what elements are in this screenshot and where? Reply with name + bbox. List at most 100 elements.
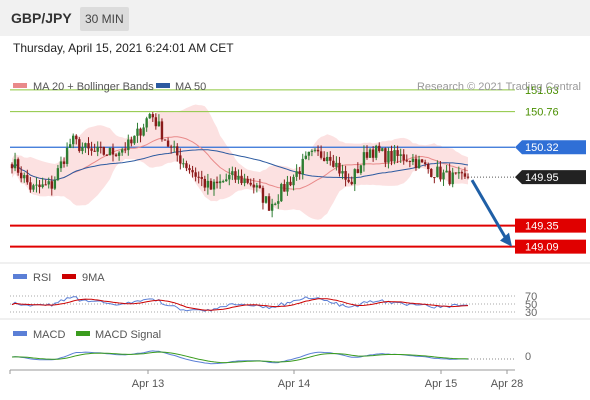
candle-body (81, 147, 84, 152)
candle-body (427, 163, 430, 169)
candle-body (148, 114, 151, 119)
candle-body (430, 168, 433, 178)
candle-body (157, 121, 161, 127)
candle-body (454, 172, 457, 174)
macd-legend-label: MACD (33, 329, 65, 341)
candle-body (292, 176, 295, 186)
macd-signal-line (11, 351, 469, 364)
candle-body (246, 178, 249, 183)
candle-body (117, 152, 121, 156)
candles (10, 112, 470, 218)
candle-body (368, 149, 372, 158)
candle-body (221, 181, 225, 183)
candle-body (234, 171, 237, 180)
candle-body (114, 154, 118, 156)
candle-body (240, 175, 243, 184)
candle-body (319, 151, 323, 158)
candle-body (32, 185, 35, 190)
candle-body (289, 181, 292, 186)
candle-body (179, 155, 182, 164)
candle-body (72, 135, 75, 145)
candle-body (176, 146, 179, 156)
candle-body (252, 184, 255, 188)
candle-body (243, 178, 246, 184)
ma20-legend-label: MA 20 + Bollinger Bands (33, 81, 154, 93)
candle-body (267, 196, 271, 211)
rsi-ma-legend-label: 9MA (82, 272, 105, 284)
forecast-arrow-shaft (470, 179, 508, 240)
candle-body (50, 181, 53, 189)
candle-body (139, 128, 142, 136)
candle-body (108, 147, 112, 156)
pivot-level-label: 150.32 (525, 142, 559, 154)
candle-body (16, 159, 20, 173)
rsi-ma-legend-swatch (62, 274, 76, 279)
candle-body (258, 185, 262, 188)
rsi-line (11, 296, 469, 312)
candle-body (96, 146, 99, 152)
candle-body (130, 139, 133, 144)
candle-body (353, 169, 356, 185)
chart-timestamp: Thursday, April 15, 2021 6:24:01 AM CET (13, 41, 234, 55)
candle-body (329, 156, 332, 161)
candle-body (209, 180, 213, 190)
candle-body (26, 175, 29, 183)
candle-body (304, 155, 307, 159)
rsi-legend-swatch (13, 274, 27, 279)
candle-body (194, 172, 197, 177)
candle-body (436, 166, 439, 178)
candle-body (442, 172, 445, 180)
candle-body (185, 163, 188, 169)
candle-body (417, 159, 421, 168)
time-axis-label: Apr 15 (425, 378, 457, 390)
support-level-tag (515, 239, 586, 254)
candle-body (75, 135, 78, 140)
candle-body (218, 181, 222, 184)
ma20-legend-swatch (13, 83, 27, 88)
candle-body (384, 148, 387, 163)
candle-body (197, 176, 200, 178)
candle-body (347, 179, 350, 182)
candle-body (423, 162, 427, 164)
candle-body (10, 164, 14, 169)
candle-body (19, 172, 23, 179)
rsi-tick-label: 70 (525, 291, 537, 303)
candle-body (310, 150, 314, 152)
candle-body (102, 146, 106, 155)
candle-body (378, 145, 381, 152)
candle-body (84, 143, 87, 148)
last-price-label: 149.95 (525, 172, 559, 184)
ma50-legend-label: MA 50 (175, 81, 206, 93)
candle-body (120, 149, 124, 153)
last-price-tag (515, 170, 586, 185)
candle-body (44, 184, 47, 186)
candle-body (127, 139, 130, 151)
timeframe-button[interactable]: 30 MIN (80, 7, 129, 31)
candle-body (466, 176, 470, 178)
bollinger-band-area (12, 104, 468, 220)
candle-body (332, 160, 335, 167)
candle-body (460, 172, 464, 174)
candle-body (212, 181, 216, 190)
candle-body (448, 170, 451, 185)
candle-body (47, 181, 50, 185)
candle-body (231, 171, 234, 175)
candle-body (65, 147, 69, 164)
candle-body (341, 171, 344, 174)
candle-body (154, 117, 158, 127)
candle-body (264, 196, 268, 203)
time-axis-label: Apr 14 (278, 378, 310, 390)
candle-body (160, 121, 164, 140)
rsi-ma-line (11, 298, 469, 311)
candle-body (90, 148, 93, 151)
candle-body (166, 140, 170, 147)
candle-body (87, 143, 90, 149)
chart-header: GBP/JPY 30 MIN (0, 0, 590, 36)
candle-body (29, 182, 32, 190)
candle-body (23, 175, 26, 179)
candle-body (237, 175, 240, 180)
candle-body (408, 160, 412, 162)
candle-body (390, 150, 393, 162)
candle-body (405, 160, 408, 162)
time-axis-label: Apr 13 (132, 378, 164, 390)
